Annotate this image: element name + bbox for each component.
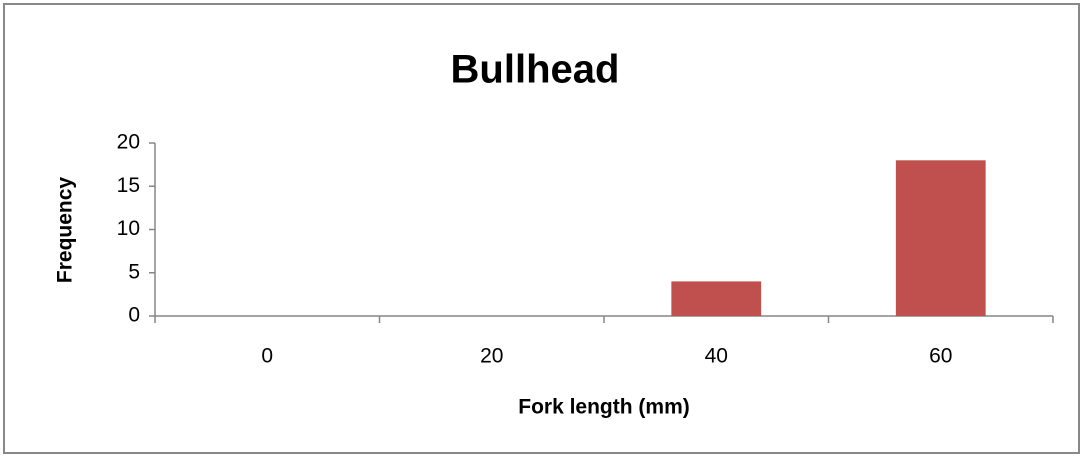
y-tick-label: 15 bbox=[117, 174, 140, 197]
y-tick-label: 0 bbox=[128, 304, 140, 327]
y-axis-title: Frequency bbox=[54, 177, 77, 284]
y-tick-label: 20 bbox=[117, 131, 140, 154]
x-axis-title: Fork length (mm) bbox=[518, 396, 690, 419]
x-tick-label: 20 bbox=[480, 345, 503, 368]
x-tick-label: 40 bbox=[705, 345, 728, 368]
x-tick-label: 60 bbox=[929, 345, 952, 368]
chart-title: Bullhead bbox=[451, 48, 620, 92]
y-tick-label: 5 bbox=[128, 260, 140, 283]
x-tick-label: 0 bbox=[261, 345, 273, 368]
bar bbox=[671, 281, 762, 316]
y-tick-label: 10 bbox=[117, 217, 140, 240]
bar bbox=[895, 160, 986, 316]
